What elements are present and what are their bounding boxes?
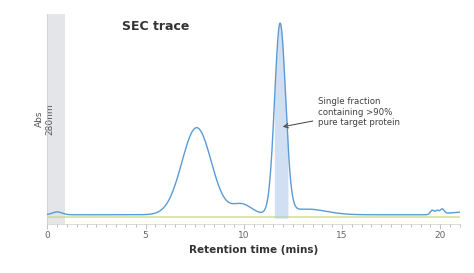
- X-axis label: Retention time (mins): Retention time (mins): [189, 245, 318, 255]
- Text: Single fraction
containing >90%
pure target protein: Single fraction containing >90% pure tar…: [284, 97, 401, 128]
- Bar: [47, 14, 65, 224]
- Text: SEC trace: SEC trace: [122, 20, 189, 33]
- Y-axis label: Abs
280nm: Abs 280nm: [35, 103, 55, 135]
